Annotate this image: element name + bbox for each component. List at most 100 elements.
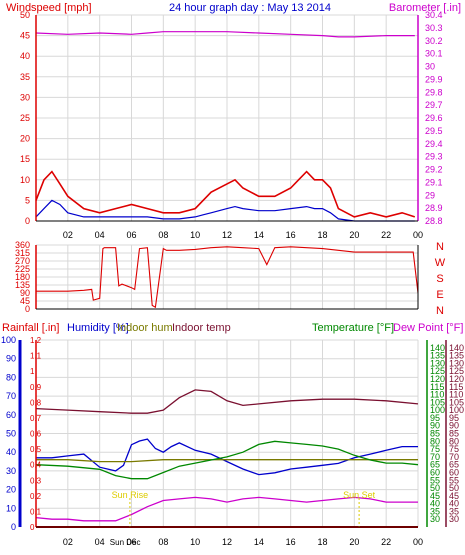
temp-tick-125: 125 xyxy=(430,366,445,376)
indoor-temp-tick-130: 130 xyxy=(449,358,464,368)
temp-tick-110: 110 xyxy=(430,390,444,400)
indoor-temp-tick-30: 30 xyxy=(449,514,459,524)
temp-tick-40: 40 xyxy=(430,499,440,509)
legend-dew-point: Dew Point [°F] xyxy=(393,322,463,334)
rain-tick-0: 0 xyxy=(30,523,35,532)
temp-tick-105: 105 xyxy=(430,397,445,407)
windspeed-tick-40: 40 xyxy=(20,51,30,61)
annotation-sun-set: Sun Set xyxy=(343,490,376,500)
indoor-temp-tick-40: 40 xyxy=(449,499,459,509)
chart-title: 24 hour graph day : May 13 2014 xyxy=(169,2,331,14)
humidity-tick-30: 30 xyxy=(6,466,16,476)
temp-tick-115: 115 xyxy=(430,382,444,392)
lower-x-tick-02: 02 xyxy=(63,537,73,547)
wind-panel-grid xyxy=(36,14,419,222)
lower-x-tick-22: 22 xyxy=(381,537,391,547)
wind-x-tick-14: 14 xyxy=(254,230,264,240)
barometer-tick-29.8: 29.8 xyxy=(425,87,443,97)
compass-label-3: E xyxy=(436,289,443,301)
wind-x-tick-00: 00 xyxy=(413,230,423,240)
temp-tick-130: 130 xyxy=(430,358,445,368)
humidity-tick-20: 20 xyxy=(6,485,16,495)
lower-x-tick-12: 12 xyxy=(222,537,232,547)
series-temperature-f- xyxy=(35,440,419,480)
temp-tick-140: 140 xyxy=(430,343,445,353)
indoor-temp-tick-100: 100 xyxy=(449,405,464,415)
indoor-temp-tick-45: 45 xyxy=(449,491,459,501)
windspeed-tick-25: 25 xyxy=(20,113,30,123)
indoor-temp-tick-35: 35 xyxy=(449,506,459,516)
temp-tick-60: 60 xyxy=(430,467,440,477)
barometer-tick-30.1: 30.1 xyxy=(425,49,443,59)
indoor-temp-tick-125: 125 xyxy=(449,366,464,376)
barometer-tick-28.8: 28.8 xyxy=(425,216,443,226)
windspeed-tick-10: 10 xyxy=(20,175,30,185)
temp-tick-90: 90 xyxy=(430,421,440,431)
lower-x-tick-10: 10 xyxy=(190,537,200,547)
indoor-temp-tick-60: 60 xyxy=(449,467,459,477)
windspeed-axis-label: Windspeed [mph] xyxy=(6,2,92,14)
series-wind-direction xyxy=(36,246,419,309)
annotation-sun-dec: Sun Dec xyxy=(110,538,141,547)
windspeed-tick-0: 0 xyxy=(25,216,30,226)
indoor-temp-tick-75: 75 xyxy=(449,444,459,454)
lower-x-tick-18: 18 xyxy=(317,537,327,547)
direction-tick-180: 180 xyxy=(15,272,30,282)
legend-rainfall: Rainfall [.in] xyxy=(2,322,59,334)
direction-tick-360: 360 xyxy=(15,240,30,250)
indoor-temp-tick-70: 70 xyxy=(449,452,459,462)
wind-x-tick-16: 16 xyxy=(286,230,296,240)
humidity-tick-100: 100 xyxy=(1,335,16,345)
wind-panel-axes: 0 5 10 15 20 25 30 35 40 45 50 28.8 28.9 29 29.1 29.2 29… xyxy=(20,10,443,240)
temp-tick-30: 30 xyxy=(430,514,440,524)
lower-x-tick-16: 16 xyxy=(286,537,296,547)
compass-label-4: N xyxy=(436,305,444,317)
direction-tick-225: 225 xyxy=(15,264,30,274)
series-indoor-hum xyxy=(36,459,418,463)
barometer-tick-29.9: 29.9 xyxy=(425,74,443,84)
direction-tick-135: 135 xyxy=(15,280,30,290)
barometer-tick-30: 30 xyxy=(425,62,435,72)
indoor-temp-tick-80: 80 xyxy=(449,436,459,446)
legend-indoor-temp: Indoor temp xyxy=(172,322,231,334)
compass-label-0: N xyxy=(436,241,444,253)
windspeed-tick-5: 5 xyxy=(25,195,30,205)
legend-indoor-hum: Indoor hum xyxy=(117,322,173,334)
lower-x-tick-20: 20 xyxy=(349,537,359,547)
humidity-tick-90: 90 xyxy=(6,354,16,364)
temp-tick-35: 35 xyxy=(430,506,440,516)
lower-x-tick-14: 14 xyxy=(254,537,264,547)
series-windspeed-gust xyxy=(35,170,416,218)
windspeed-tick-50: 50 xyxy=(20,10,30,20)
barometer-tick-30.2: 30.2 xyxy=(425,36,443,46)
wind-x-tick-12: 12 xyxy=(222,230,232,240)
windspeed-tick-45: 45 xyxy=(20,31,30,41)
temp-tick-135: 135 xyxy=(430,351,445,361)
wind-x-tick-10: 10 xyxy=(190,230,200,240)
temp-tick-70: 70 xyxy=(430,452,440,462)
series-dew-point-f- xyxy=(35,496,418,522)
legend-temperature: Temperature [°F] xyxy=(312,322,394,334)
wind-panel-series xyxy=(35,31,416,222)
temp-tick-120: 120 xyxy=(430,374,445,384)
windspeed-tick-35: 35 xyxy=(20,72,30,82)
wind-x-tick-02: 02 xyxy=(63,230,73,240)
humidity-tick-40: 40 xyxy=(6,447,16,457)
legend-humidity: Humidity [%] xyxy=(67,322,129,334)
barometer-tick-29.7: 29.7 xyxy=(425,100,443,110)
barometer-tick-29.3: 29.3 xyxy=(425,152,443,162)
barometer-axis-label: Barometer [.in] xyxy=(389,2,461,14)
barometer-tick-29: 29 xyxy=(425,190,435,200)
temp-tick-95: 95 xyxy=(430,413,440,423)
humidity-tick-10: 10 xyxy=(6,503,16,513)
humidity-tick-50: 50 xyxy=(6,429,16,439)
annotation-sun-rise: Sun Rise xyxy=(112,490,149,500)
temp-tick-45: 45 xyxy=(430,491,440,501)
lower-panel-axes: 010203040506070809010000.10.20.30.40.50.… xyxy=(1,335,464,547)
indoor-temp-tick-95: 95 xyxy=(449,413,459,423)
humidity-tick-70: 70 xyxy=(6,391,16,401)
direction-panel-series xyxy=(36,246,419,309)
windspeed-tick-15: 15 xyxy=(20,154,30,164)
indoor-temp-tick-85: 85 xyxy=(449,429,459,439)
